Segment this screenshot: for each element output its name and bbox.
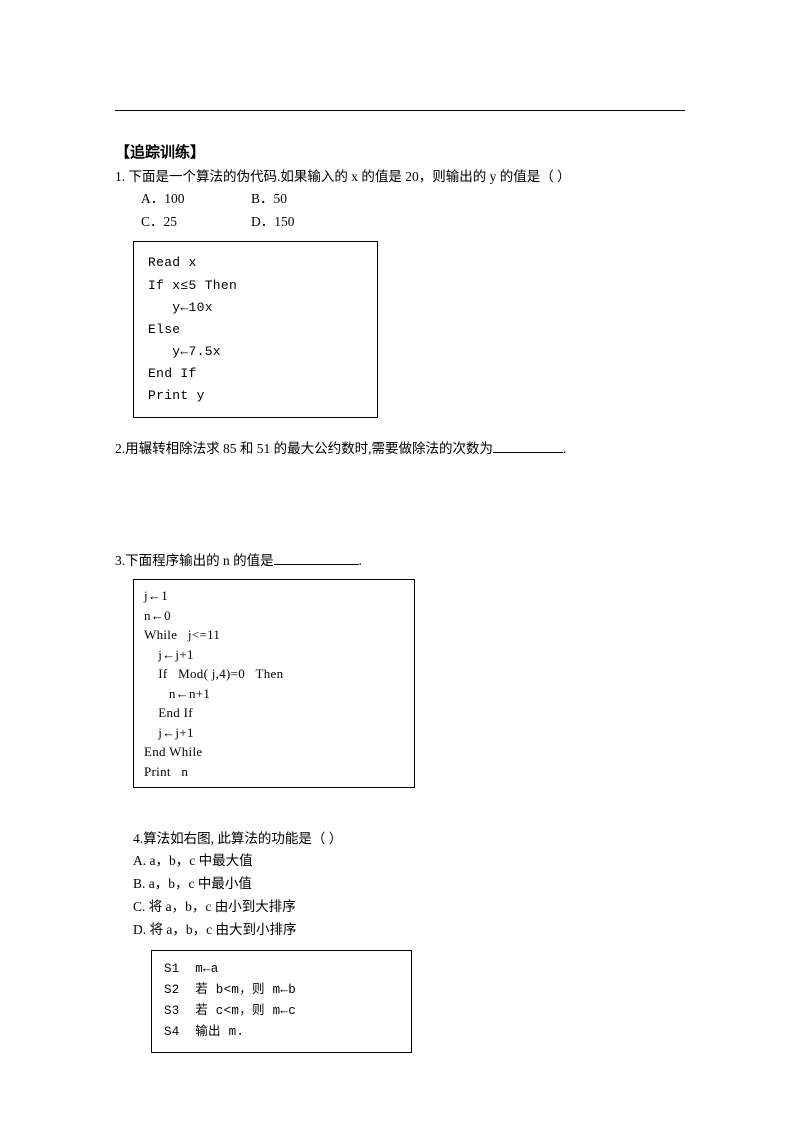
question-3: 3.下面程序输出的 n 的值是. j←1 n←0 While j<=11 j←j…: [115, 550, 685, 789]
question-1: 1. 下面是一个算法的伪代码.如果输入的 x 的值是 20，则输出的 y 的值是…: [115, 166, 685, 418]
q1-code-box: Read x If x≤5 Then y←10x Else y←7.5x End…: [133, 241, 378, 418]
section-title: 【追踪训练】: [115, 141, 685, 162]
question-4: 4.算法如右图, 此算法的功能是（ ） A. a，b，c 中最大值 B. a，b…: [133, 828, 685, 1052]
q4-option-b: B. a，b，c 中最小值: [133, 873, 685, 896]
q2-tail: .: [563, 441, 566, 456]
question-2: 2.用辗转相除法求 85 和 51 的最大公约数时,需要做除法的次数为.: [115, 438, 685, 460]
q1-option-a: A．100: [141, 188, 251, 211]
q1-number: 1.: [115, 169, 129, 184]
q1-option-c: C．25: [141, 211, 251, 234]
top-rule: [115, 110, 685, 111]
q4-option-a: A. a，b，c 中最大值: [133, 850, 685, 873]
q4-text: 4.算法如右图, 此算法的功能是（ ）: [133, 828, 685, 850]
q1-stem: 1. 下面是一个算法的伪代码.如果输入的 x 的值是 20，则输出的 y 的值是…: [115, 166, 685, 188]
q3-blank: [274, 550, 359, 565]
q4-option-c: C. 将 a，b，c 由小到大排序: [133, 896, 685, 919]
q3-text: 3.下面程序输出的 n 的值是: [115, 553, 274, 568]
q1-text: 下面是一个算法的伪代码.如果输入的 x 的值是 20，则输出的 y 的值是（ ）: [129, 169, 571, 184]
q3-code-box: j←1 n←0 While j<=11 j←j+1 If Mod( j,4)=0…: [133, 579, 415, 788]
q4-option-d: D. 将 a，b，c 由大到小排序: [133, 919, 685, 942]
q2-text: 2.用辗转相除法求 85 和 51 的最大公约数时,需要做除法的次数为: [115, 441, 493, 456]
q4-code-box: S1 m←a S2 若 b<m，则 m←b S3 若 c<m，则 m←c S4 …: [151, 950, 412, 1053]
q3-tail: .: [359, 553, 362, 568]
q4-options: A. a，b，c 中最大值 B. a，b，c 中最小值 C. 将 a，b，c 由…: [133, 850, 685, 942]
q1-option-b: B．50: [251, 188, 361, 211]
document-page: 【追踪训练】 1. 下面是一个算法的伪代码.如果输入的 x 的值是 20，则输出…: [0, 0, 800, 1133]
q1-options: A．100 B．50 C．25 D．150: [141, 188, 685, 234]
spacer-2: [115, 808, 685, 828]
spacer-1: [115, 470, 685, 550]
q1-option-d: D．150: [251, 211, 361, 234]
q2-blank: [493, 438, 563, 453]
